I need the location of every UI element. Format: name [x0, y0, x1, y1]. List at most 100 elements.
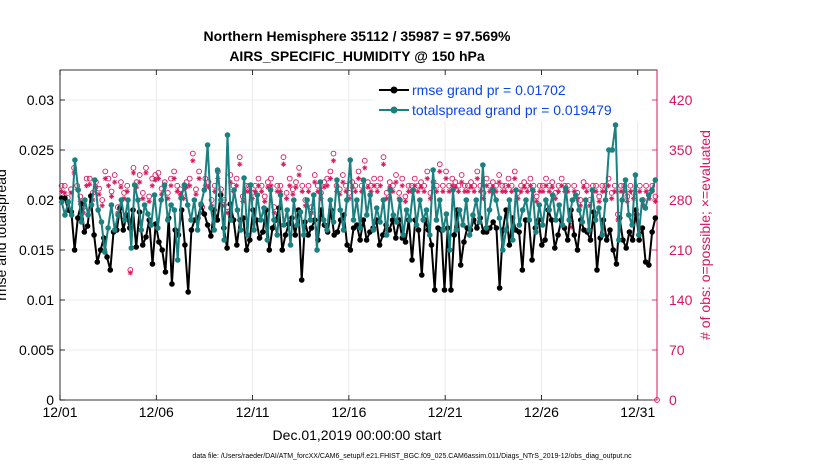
- rmse-point: [594, 267, 600, 273]
- totalspread-point: [184, 202, 191, 208]
- rmse-point: [305, 232, 312, 238]
- rmse-point: [649, 229, 655, 235]
- possible-obs-marker: [511, 168, 518, 175]
- possible-obs-marker: [296, 165, 302, 171]
- evaluated-obs-marker: [443, 175, 449, 182]
- evaluated-obs-marker: [462, 188, 468, 195]
- totalspread-point: [75, 187, 82, 193]
- totalspread-point: [317, 179, 324, 185]
- rmse-point: [548, 217, 555, 223]
- evaluated-obs-marker: [127, 270, 133, 276]
- rmse-point: [448, 287, 454, 293]
- possible-obs-marker: [618, 182, 624, 189]
- possible-obs-marker: [233, 175, 240, 182]
- evaluated-obs-marker: [518, 188, 524, 195]
- rmse-point: [97, 247, 104, 253]
- totalspread-point: [433, 217, 440, 223]
- evaluated-obs-marker: [421, 188, 427, 195]
- possible-obs-marker: [458, 172, 465, 178]
- possible-obs-marker: [86, 175, 93, 182]
- possible-obs-marker: [186, 175, 193, 182]
- rmse-point: [555, 232, 561, 238]
- evaluated-obs-marker: [130, 170, 137, 176]
- legend-rmse-marker: [390, 86, 398, 94]
- evaluated-obs-marker: [262, 198, 268, 205]
- rmse-point: [139, 242, 146, 248]
- y-tick-label-right: 140: [669, 292, 693, 308]
- totalspread-point: [546, 207, 553, 213]
- evaluated-obs-marker: [512, 175, 518, 182]
- totalspread-point: [211, 227, 218, 233]
- totalspread-point: [499, 247, 506, 253]
- totalspread-point: [446, 247, 453, 253]
- possible-obs-marker: [465, 182, 471, 189]
- legend: rmse grand pr = 0.01702 totalspread gran…: [375, 77, 651, 121]
- possible-obs-marker: [108, 188, 115, 195]
- evaluated-obs-marker: [149, 183, 155, 189]
- possible-obs-marker: [83, 175, 90, 182]
- rmse-point: [496, 285, 503, 291]
- rmse-point: [587, 237, 594, 243]
- possible-obs-marker: [149, 175, 156, 182]
- rmse-point: [208, 233, 214, 239]
- totalspread-point: [450, 187, 456, 193]
- totalspread-point: [427, 232, 433, 238]
- evaluated-obs-marker: [62, 190, 68, 196]
- totalspread-point: [622, 177, 629, 183]
- possible-obs-marker: [355, 168, 362, 175]
- possible-obs-marker: [390, 182, 396, 189]
- evaluated-obs-marker: [305, 188, 312, 195]
- rmse-point: [607, 227, 613, 233]
- rmse-point: [120, 227, 127, 233]
- totalspread-point: [483, 225, 489, 231]
- totalspread-point: [354, 197, 360, 203]
- rmse-point: [574, 247, 581, 253]
- totalspread-point: [559, 222, 566, 228]
- possible-obs-marker: [277, 182, 284, 189]
- rmse-point: [629, 237, 636, 243]
- possible-obs-marker: [189, 150, 196, 157]
- possible-obs-marker: [111, 172, 118, 178]
- rmse-point: [185, 289, 191, 295]
- rmse-point: [646, 262, 652, 268]
- totalspread-point: [82, 197, 88, 203]
- evaluated-obs-marker: [405, 188, 412, 195]
- totalspread-point: [58, 199, 65, 205]
- rmse-point: [519, 267, 526, 273]
- totalspread-point: [284, 207, 290, 213]
- totalspread-point: [65, 199, 72, 205]
- rmse-point: [247, 237, 253, 243]
- totalspread-point: [596, 205, 602, 211]
- totalspread-point: [533, 229, 539, 235]
- totalspread-point: [287, 242, 294, 248]
- totalspread-point: [234, 207, 241, 213]
- possible-obs-marker: [583, 182, 590, 189]
- evaluated-obs-marker: [471, 188, 477, 195]
- evaluated-obs-marker: [280, 161, 287, 167]
- evaluated-obs-marker: [365, 184, 371, 190]
- legend-rmse-label: rmse grand pr = 0.01702: [412, 82, 566, 98]
- evaluated-obs-marker: [118, 184, 124, 190]
- evaluated-obs-marker: [374, 188, 380, 195]
- rmse-point: [493, 225, 500, 231]
- rmse-point: [143, 234, 149, 240]
- possible-obs-marker: [102, 168, 109, 175]
- evaluated-obs-marker: [168, 183, 174, 189]
- possible-obs-marker: [124, 182, 131, 189]
- rmse-point: [104, 254, 110, 260]
- totalspread-point: [599, 232, 606, 238]
- totalspread-point: [645, 192, 652, 198]
- rmse-point: [169, 281, 175, 287]
- totalspread-point: [231, 187, 237, 193]
- totalspread-point: [556, 202, 562, 208]
- possible-obs-marker: [293, 179, 299, 185]
- rmse-point: [133, 244, 140, 250]
- totalspread-point: [174, 257, 181, 263]
- totalspread-point: [423, 207, 430, 213]
- chart-title-line1: Northern Hemisphere 35112 / 35987 = 97.5…: [203, 28, 511, 44]
- totalspread-point: [72, 157, 78, 163]
- totalspread-point: [101, 249, 108, 255]
- evaluated-obs-marker: [459, 179, 465, 185]
- possible-obs-marker: [146, 193, 152, 200]
- possible-obs-marker: [299, 182, 306, 189]
